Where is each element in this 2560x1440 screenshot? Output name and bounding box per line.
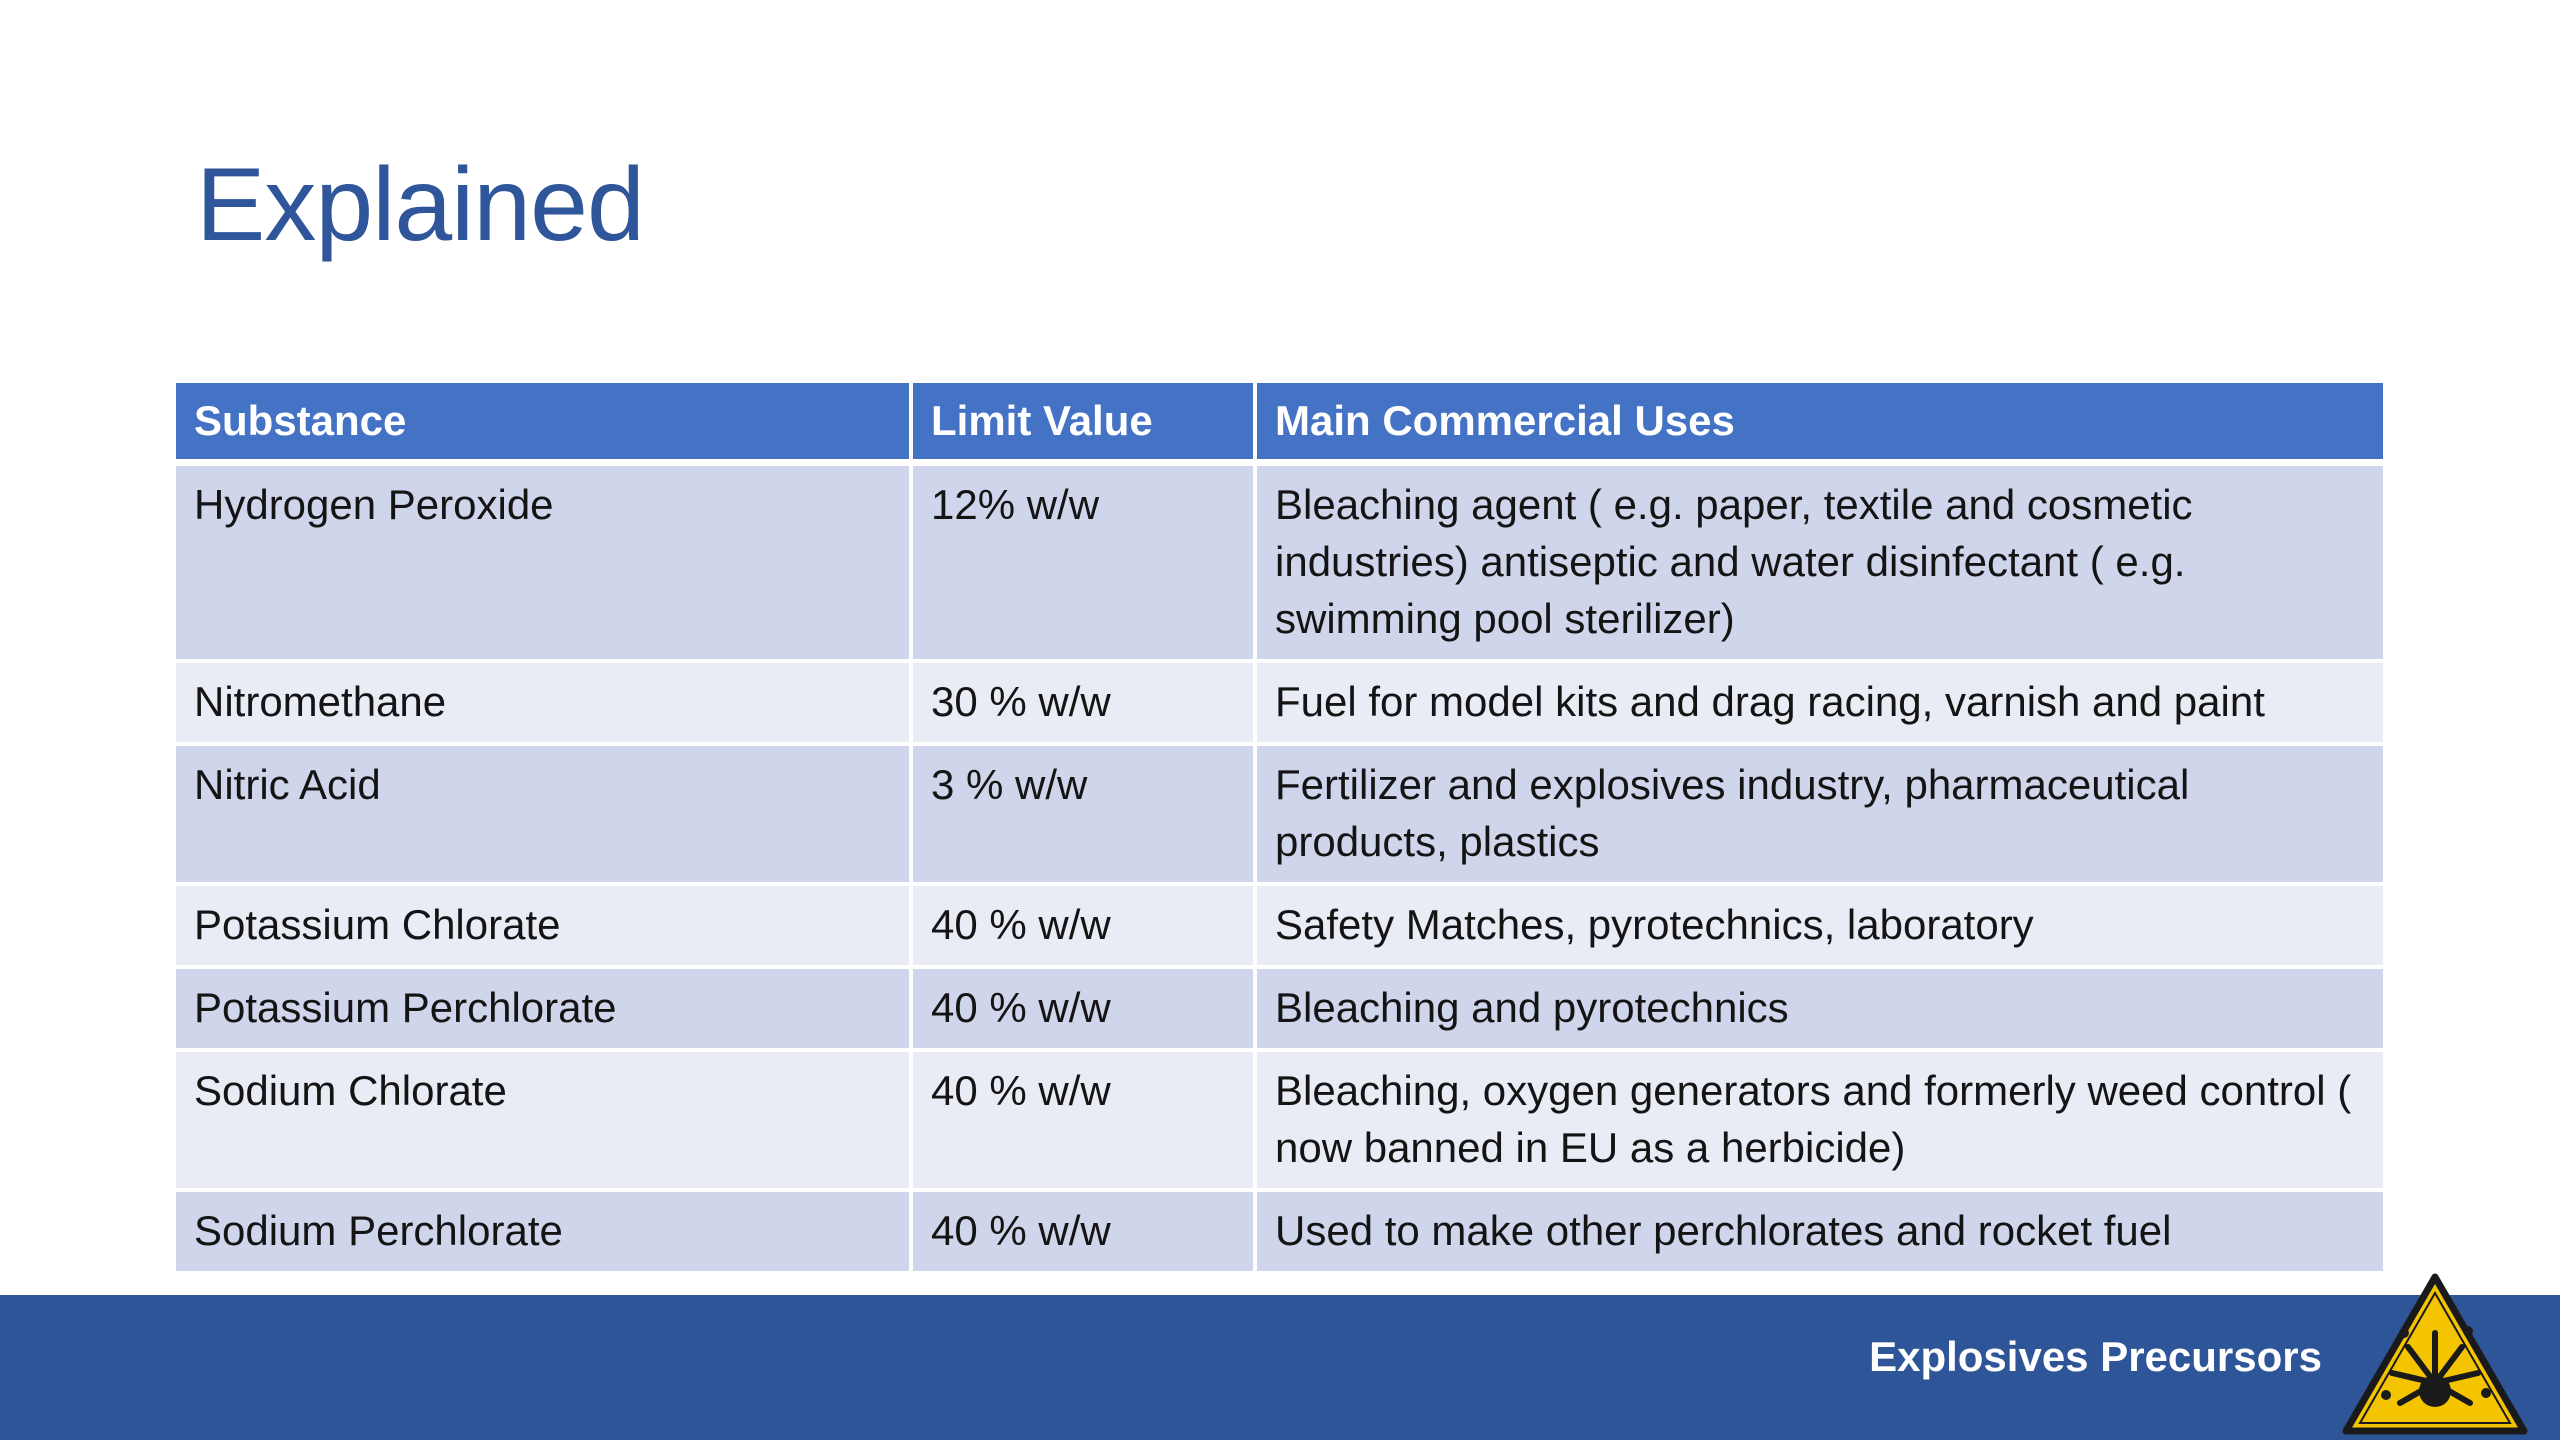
table-row: Hydrogen Peroxide 12% w/w Bleaching agen… xyxy=(176,462,2383,663)
table-row: Nitric Acid 3 % w/w Fertilizer and explo… xyxy=(176,744,2383,886)
cell-uses: Bleaching, oxygen generators and formerl… xyxy=(1255,1050,2383,1192)
cell-substance: Nitromethane xyxy=(176,661,913,746)
cell-uses: Safety Matches, pyrotechnics, laboratory xyxy=(1255,884,2383,969)
substances-table-container: Substance Limit Value Main Commercial Us… xyxy=(176,383,2383,1275)
header-limit-value: Limit Value xyxy=(911,383,1257,466)
cell-uses: Bleaching agent ( e.g. paper, textile an… xyxy=(1255,462,2383,663)
slide-title: Explained xyxy=(196,147,645,263)
cell-limit: 12% w/w xyxy=(911,462,1257,663)
table-row: Sodium Perchlorate 40 % w/w Used to make… xyxy=(176,1190,2383,1275)
cell-limit: 40 % w/w xyxy=(911,1050,1257,1192)
cell-limit: 40 % w/w xyxy=(911,1190,1257,1275)
cell-uses: Fertilizer and explosives industry, phar… xyxy=(1255,744,2383,886)
cell-substance: Potassium Perchlorate xyxy=(176,967,913,1052)
cell-uses: Used to make other perchlorates and rock… xyxy=(1255,1190,2383,1275)
cell-limit: 40 % w/w xyxy=(911,884,1257,969)
table-row: Potassium Perchlorate 40 % w/w Bleaching… xyxy=(176,967,2383,1052)
substances-table: Substance Limit Value Main Commercial Us… xyxy=(176,383,2383,1275)
explosive-hazard-icon xyxy=(2342,1273,2528,1435)
header-substance: Substance xyxy=(176,383,913,466)
cell-substance: Hydrogen Peroxide xyxy=(176,462,913,663)
cell-limit: 3 % w/w xyxy=(911,744,1257,886)
footer-label: Explosives Precursors xyxy=(1869,1333,2322,1380)
cell-limit: 30 % w/w xyxy=(911,661,1257,746)
footer-bar: Explosives Precursors xyxy=(0,1273,2560,1440)
table-row: Nitromethane 30 % w/w Fuel for model kit… xyxy=(176,661,2383,746)
cell-substance: Sodium Chlorate xyxy=(176,1050,913,1192)
table-row: Sodium Chlorate 40 % w/w Bleaching, oxyg… xyxy=(176,1050,2383,1192)
header-main-uses: Main Commercial Uses xyxy=(1255,383,2383,466)
cell-substance: Nitric Acid xyxy=(176,744,913,886)
cell-limit: 40 % w/w xyxy=(911,967,1257,1052)
table-header-row: Substance Limit Value Main Commercial Us… xyxy=(176,383,2383,466)
cell-uses: Bleaching and pyrotechnics xyxy=(1255,967,2383,1052)
cell-substance: Sodium Perchlorate xyxy=(176,1190,913,1275)
cell-substance: Potassium Chlorate xyxy=(176,884,913,969)
cell-uses: Fuel for model kits and drag racing, var… xyxy=(1255,661,2383,746)
table-row: Potassium Chlorate 40 % w/w Safety Match… xyxy=(176,884,2383,969)
